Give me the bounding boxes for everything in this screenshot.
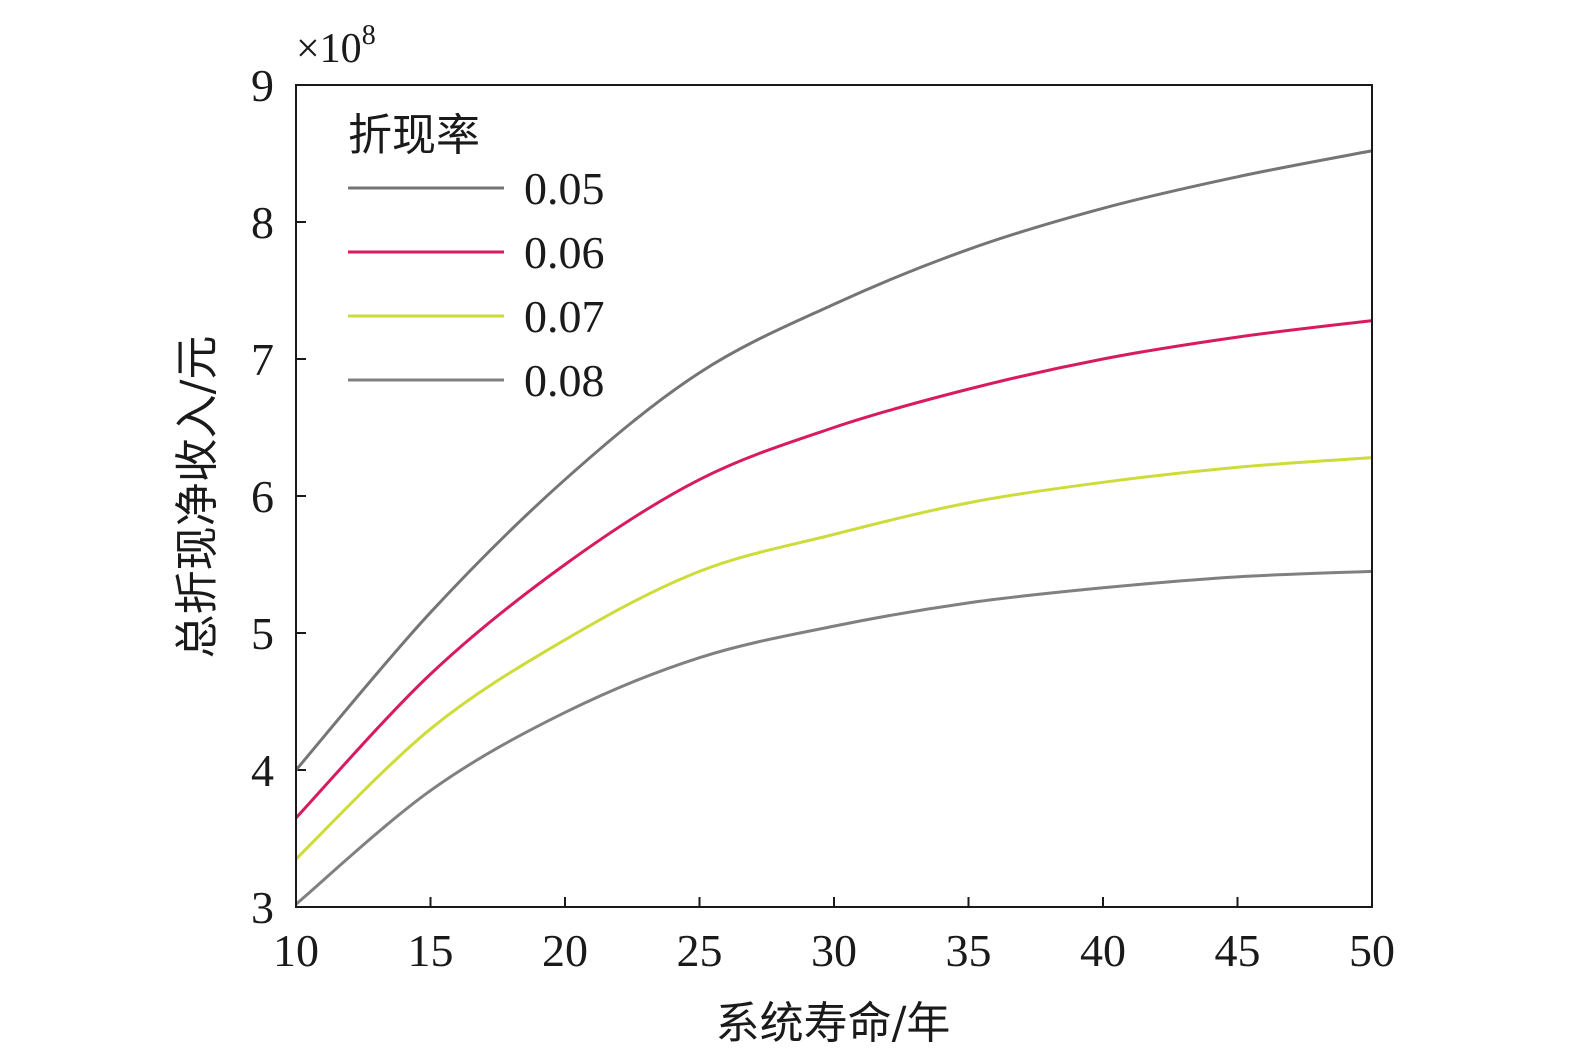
y-tick-label: 3 — [251, 882, 274, 933]
series-line-0-07 — [294, 456, 1373, 861]
plot-frame — [295, 84, 1373, 908]
legend: 折现率 0.05 0.06 0.07 0.08 — [348, 110, 605, 406]
legend-label: 0.05 — [524, 163, 605, 214]
y-multiplier: ×108 — [296, 20, 376, 72]
x-tick-label: 30 — [811, 925, 857, 976]
legend-label: 0.08 — [524, 355, 605, 406]
x-tick-label: 15 — [408, 925, 454, 976]
x-tick-label: 35 — [946, 925, 992, 976]
x-axis-ticks: 10 15 20 25 30 35 40 45 50 — [273, 897, 1395, 976]
y-axis-ticks: 3 4 5 6 7 8 9 — [251, 60, 306, 933]
series-line-0-05 — [294, 149, 1373, 771]
legend-title: 折现率 — [348, 110, 480, 161]
y-tick-label: 9 — [251, 60, 274, 111]
y-tick-label: 4 — [251, 745, 274, 796]
legend-label: 0.06 — [524, 227, 605, 278]
y-tick-label: 6 — [251, 471, 274, 522]
y-multiplier-exponent: 8 — [362, 20, 376, 51]
x-tick-label: 40 — [1080, 925, 1126, 976]
y-axis-title: 总折现净收入/元 — [172, 336, 223, 659]
series-line-0-06 — [294, 319, 1373, 819]
y-tick-label: 7 — [251, 334, 274, 385]
x-tick-label: 25 — [677, 925, 723, 976]
legend-label: 0.07 — [524, 291, 605, 342]
y-tick-label: 8 — [251, 197, 274, 248]
x-tick-label: 10 — [273, 925, 319, 976]
x-tick-label: 50 — [1349, 925, 1395, 976]
x-tick-label: 20 — [542, 925, 588, 976]
x-tick-label: 45 — [1215, 925, 1261, 976]
series-line-0-08 — [295, 569, 1373, 906]
x-axis-title: 系统寿命/年 — [716, 998, 951, 1049]
series-lines — [294, 149, 1373, 906]
y-tick-label: 5 — [251, 608, 274, 659]
